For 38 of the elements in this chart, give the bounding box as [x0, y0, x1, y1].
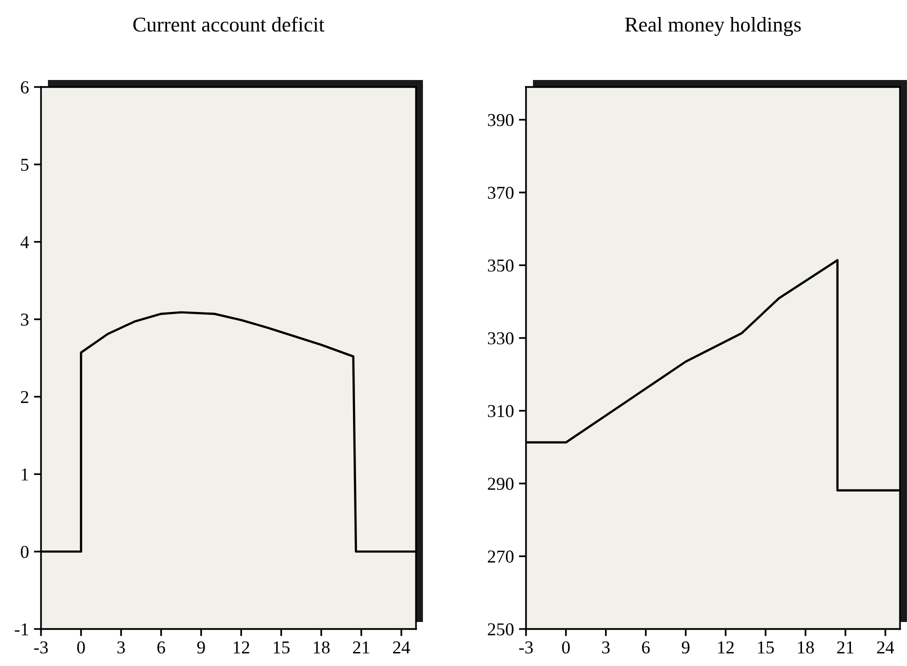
x-tick-label: 12 [234, 641, 250, 654]
y-tick-label: 3 [21, 314, 28, 326]
y-tick-label: 310 [488, 405, 514, 418]
x-tick-label: 18 [314, 641, 330, 654]
x-tick-label: 0 [562, 641, 570, 654]
y-tick-label: 370 [488, 186, 514, 199]
x-tick-label: 21 [353, 641, 370, 654]
chart-title: Current account deficit [133, 16, 324, 32]
y-tick-label: 2 [20, 391, 28, 403]
x-tick-label: -3 [519, 641, 533, 654]
y-tick-label: -1 [14, 623, 28, 636]
chart-title: Real money holdings [625, 16, 801, 36]
y-tick-label: 4 [20, 236, 29, 248]
x-tick-label: 15 [758, 641, 774, 654]
x-tick-label: 15 [274, 641, 290, 654]
y-tick-label: 250 [488, 623, 514, 636]
y-tick-label: 290 [488, 478, 514, 490]
y-tick-label: 0 [20, 546, 29, 558]
y-tick-label: 330 [488, 332, 514, 344]
x-tick-label: 6 [157, 641, 166, 654]
x-tick-label: 21 [837, 641, 854, 654]
x-tick-label: -3 [34, 641, 48, 654]
y-tick-label: 390 [488, 114, 514, 126]
y-tick-label: 1 [22, 468, 28, 480]
x-tick-label: 24 [877, 641, 894, 654]
x-tick-label: 6 [642, 641, 650, 654]
x-tick-label: 12 [718, 641, 734, 654]
x-tick-label: 3 [117, 641, 125, 654]
x-tick-label: 3 [602, 641, 610, 654]
x-tick-label: 9 [197, 641, 205, 654]
y-tick-label: 6 [20, 81, 29, 94]
x-tick-label: 0 [77, 641, 85, 654]
x-tick-label: 9 [682, 641, 690, 654]
x-tick-label: 18 [798, 641, 814, 654]
y-tick-label: 270 [488, 550, 514, 563]
y-tick-label: 350 [488, 260, 514, 272]
x-tick-label: 24 [393, 641, 410, 654]
y-tick-label: 5 [21, 158, 28, 171]
